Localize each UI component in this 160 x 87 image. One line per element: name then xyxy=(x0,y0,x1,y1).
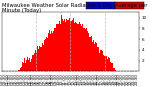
Bar xyxy=(23,63,24,71)
Bar xyxy=(78,24,79,71)
Bar xyxy=(25,63,26,71)
Bar xyxy=(82,24,83,71)
Bar xyxy=(68,17,69,71)
Bar xyxy=(30,62,31,71)
Bar xyxy=(63,21,64,71)
Bar xyxy=(69,18,70,71)
Bar xyxy=(20,68,21,71)
Bar xyxy=(114,68,115,71)
Bar xyxy=(74,23,75,71)
Bar xyxy=(112,63,113,71)
Bar xyxy=(101,51,102,71)
Bar xyxy=(67,20,68,71)
Bar xyxy=(80,24,81,71)
Bar xyxy=(62,19,63,71)
Bar xyxy=(111,63,112,71)
Bar xyxy=(92,42,93,71)
Bar xyxy=(66,19,67,71)
Bar xyxy=(76,23,77,71)
Bar xyxy=(96,43,97,71)
Bar xyxy=(58,24,59,71)
Bar xyxy=(110,62,111,71)
Bar xyxy=(87,31,88,71)
Bar xyxy=(84,28,85,71)
Bar xyxy=(99,48,100,71)
Bar xyxy=(42,43,43,71)
Bar xyxy=(70,21,71,71)
Bar xyxy=(24,58,25,71)
Bar xyxy=(28,60,29,71)
Bar xyxy=(97,47,98,71)
Bar xyxy=(52,33,53,71)
Bar xyxy=(56,25,57,71)
Bar xyxy=(44,40,45,71)
Bar xyxy=(89,37,90,71)
Bar xyxy=(40,47,41,71)
Bar xyxy=(102,51,103,71)
Bar xyxy=(98,47,99,71)
Bar xyxy=(91,36,92,71)
Bar xyxy=(88,33,89,71)
Bar xyxy=(33,55,34,71)
Bar xyxy=(26,60,27,71)
Bar xyxy=(49,30,50,71)
Bar xyxy=(107,59,108,71)
Bar xyxy=(72,16,73,71)
Bar xyxy=(79,22,80,71)
Bar xyxy=(71,21,72,71)
Bar xyxy=(100,50,101,71)
Bar xyxy=(115,70,116,71)
Bar xyxy=(38,49,39,71)
Bar xyxy=(60,21,61,71)
Bar xyxy=(41,47,42,71)
Bar xyxy=(103,55,104,71)
Bar xyxy=(50,34,51,71)
Bar xyxy=(36,53,37,71)
Bar xyxy=(54,25,55,71)
Bar xyxy=(37,46,38,71)
Bar xyxy=(85,29,86,71)
Bar xyxy=(65,22,66,71)
Bar xyxy=(105,55,106,71)
Bar xyxy=(22,62,23,71)
Bar xyxy=(75,22,76,71)
Bar xyxy=(61,15,62,71)
Bar xyxy=(86,28,87,71)
Bar xyxy=(39,46,40,71)
Bar xyxy=(47,38,48,71)
Bar xyxy=(83,31,84,71)
Bar xyxy=(113,68,114,71)
Bar xyxy=(34,53,35,71)
Bar xyxy=(109,58,110,71)
Bar xyxy=(27,57,28,71)
Bar xyxy=(19,70,20,71)
Bar xyxy=(35,50,36,71)
Bar xyxy=(93,40,94,71)
Bar xyxy=(106,56,107,71)
Bar xyxy=(21,67,22,71)
Text: Milwaukee Weather Solar Radiation & Day Average per Minute (Today): Milwaukee Weather Solar Radiation & Day … xyxy=(2,3,147,13)
Bar xyxy=(51,31,52,71)
Bar xyxy=(104,56,105,71)
Bar xyxy=(55,28,56,71)
Bar xyxy=(48,33,49,71)
Bar xyxy=(81,26,82,71)
Bar xyxy=(18,70,19,71)
Bar xyxy=(59,21,60,71)
Bar xyxy=(43,45,44,71)
Bar xyxy=(94,44,95,71)
Bar xyxy=(31,59,32,71)
Bar xyxy=(108,57,109,71)
Bar xyxy=(77,24,78,71)
Bar xyxy=(90,37,91,71)
Bar xyxy=(45,39,46,71)
Bar xyxy=(57,24,58,71)
Bar xyxy=(32,55,33,71)
Bar xyxy=(73,18,74,71)
Bar xyxy=(46,37,47,71)
Bar xyxy=(53,31,54,71)
Bar xyxy=(95,42,96,71)
Bar xyxy=(29,58,30,71)
Bar xyxy=(64,15,65,71)
